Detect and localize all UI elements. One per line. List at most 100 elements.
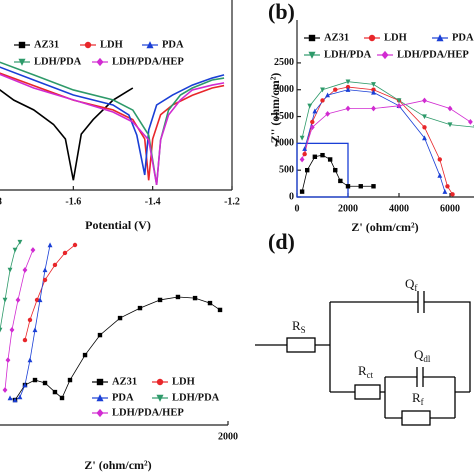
data-point	[5, 357, 11, 363]
data-point	[345, 84, 351, 90]
data-point	[302, 151, 307, 157]
element-symbol: R	[358, 363, 367, 378]
series-line	[14, 296, 221, 401]
y-tick-label: 1000	[274, 138, 294, 149]
resistor	[401, 410, 431, 426]
legend-marker	[18, 58, 26, 66]
data-point	[309, 124, 315, 131]
data-point	[325, 111, 331, 117]
data-point	[32, 377, 38, 383]
legend-label: LDH/PDA	[324, 49, 372, 60]
zoom-box	[296, 142, 349, 198]
legend-label: LDH/PDA	[34, 56, 82, 67]
data-point	[82, 352, 88, 358]
data-point	[42, 277, 48, 283]
data-point	[7, 267, 13, 273]
data-point	[217, 307, 223, 313]
data-point	[371, 82, 376, 88]
data-point	[47, 242, 53, 248]
data-point	[42, 380, 48, 386]
element-symbol: R	[412, 390, 421, 405]
series-line	[0, 73, 225, 186]
data-point	[7, 395, 13, 401]
element-subscript: dl	[423, 354, 431, 364]
data-point	[312, 154, 318, 159]
data-point	[207, 300, 213, 306]
x-axis-title: Potential (V)	[85, 218, 151, 232]
data-point	[12, 247, 18, 253]
data-point	[117, 315, 123, 321]
x-tick-label: 2000	[218, 431, 238, 442]
data-point	[442, 188, 448, 194]
data-point	[325, 92, 331, 98]
legend-label: PDA	[162, 39, 184, 50]
x-tick-label: 2000	[338, 203, 358, 214]
data-point	[27, 357, 33, 363]
legend-label: PDA	[112, 392, 134, 403]
data-point	[358, 184, 363, 189]
data-point	[305, 167, 310, 173]
legend-marker	[436, 34, 444, 42]
data-point	[307, 103, 313, 109]
circuit-diagram: (d)	[255, 229, 471, 426]
data-point	[422, 114, 427, 120]
data-point	[37, 297, 43, 303]
chart-panel: 0 2000 4000 6000 0 500 1000 1500 2000 2500 Z' (ohm…	[268, 0, 474, 234]
legend-marker	[156, 394, 164, 402]
data-point	[345, 87, 351, 92]
legend-label: AZ31	[34, 39, 59, 50]
legend-label: LDH/PDA/HEP	[112, 407, 184, 418]
data-point	[345, 79, 351, 85]
legend-label: LDH	[172, 376, 195, 387]
panel-label: (d)	[268, 229, 295, 254]
legend-label: AZ31	[324, 32, 349, 43]
resistor	[286, 337, 316, 353]
data-point	[0, 327, 3, 333]
data-point	[175, 294, 181, 300]
legend-marker	[381, 50, 389, 60]
legend-marker	[96, 57, 104, 67]
data-point	[312, 108, 318, 114]
data-point	[371, 87, 376, 92]
y-axis-title: -Z'' (ohm/cm²)	[268, 73, 282, 148]
data-point	[396, 102, 402, 109]
data-point	[338, 178, 343, 184]
data-point	[62, 250, 68, 256]
data-point	[310, 119, 315, 125]
x-tick-label: 0	[295, 203, 300, 214]
series-line	[0, 66, 225, 176]
element-subscript: f	[421, 397, 424, 407]
data-point	[22, 382, 28, 388]
data-point	[371, 105, 376, 112]
data-point	[422, 97, 427, 104]
data-point	[32, 327, 38, 333]
legend-marker	[84, 41, 92, 49]
data-point	[447, 105, 453, 112]
data-point	[371, 89, 376, 95]
x-axis-title: Z' (ohm/cm²)	[84, 458, 151, 472]
data-point	[9, 327, 15, 333]
data-point	[437, 172, 443, 178]
data-point	[320, 87, 325, 93]
legend-marker	[96, 378, 104, 386]
chart-panel: -1.8 -1.6 -1.4 -1.2 Potential (V) AZ31 LDH PDA L…	[0, 0, 240, 232]
data-point	[422, 135, 427, 141]
series-line	[301, 154, 374, 192]
data-point	[333, 167, 338, 173]
data-point	[396, 98, 402, 104]
data-point	[27, 317, 33, 323]
element-label: Qf	[405, 276, 417, 293]
data-point	[445, 184, 450, 189]
x-axis-title: Z' (ohm/cm²)	[351, 220, 418, 234]
data-point	[437, 157, 442, 162]
x-tick-label: 4000	[389, 203, 409, 214]
element-subscript: f	[414, 283, 417, 293]
legend-label: LDH/PDA/HEP	[397, 49, 469, 60]
data-point	[467, 119, 473, 125]
legend-label: LDH	[100, 39, 123, 50]
capacitor	[417, 291, 425, 313]
element-symbol: R	[292, 318, 301, 333]
x-tick-label: -1.6	[65, 196, 81, 207]
data-point	[345, 184, 351, 189]
